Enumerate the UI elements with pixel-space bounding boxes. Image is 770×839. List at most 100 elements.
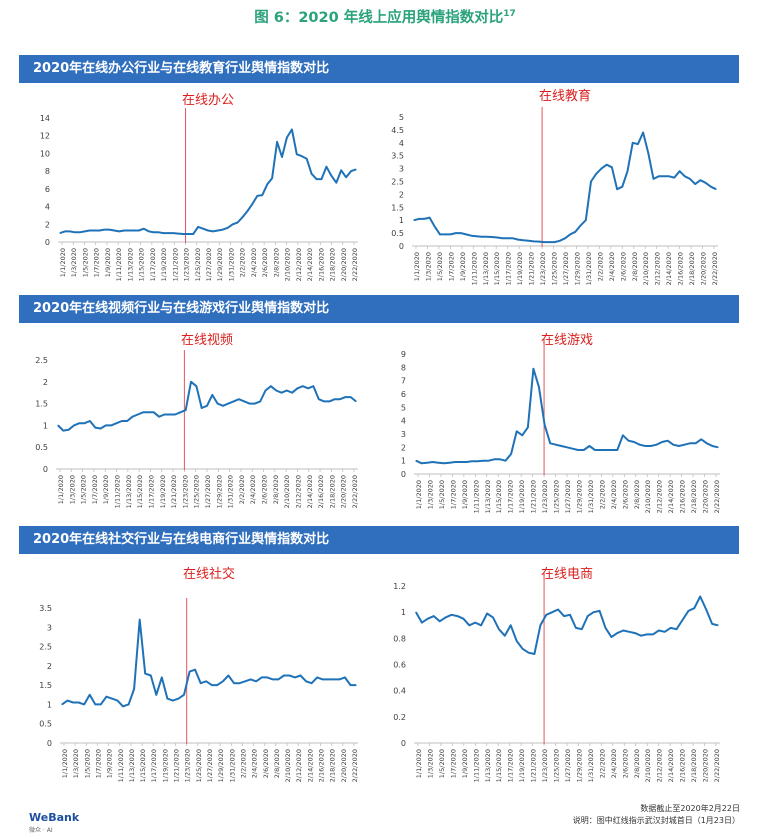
x-tick-label: 1/9/2020 — [106, 749, 114, 778]
y-tick-label: 2.5 — [391, 178, 404, 187]
data-point — [103, 229, 105, 231]
x-tick-label: 1/15/2020 — [136, 475, 144, 508]
data-point — [174, 413, 176, 416]
data-point — [450, 614, 453, 616]
x-tick-label: 1/29/2020 — [575, 480, 583, 513]
data-point — [68, 429, 70, 431]
x-tick-label: 2/6/2020 — [619, 252, 627, 281]
data-point — [501, 237, 504, 239]
x-tick-label: 1/21/2020 — [528, 252, 536, 285]
data-point — [675, 628, 678, 630]
y-tick-label: 3 — [47, 623, 52, 632]
data-point — [69, 230, 71, 232]
x-tick-label: 1/11/2020 — [114, 475, 122, 508]
data-point — [315, 178, 318, 180]
data-point — [189, 671, 191, 673]
data-point — [202, 228, 204, 230]
x-tick-label: 1/17/2020 — [149, 248, 157, 281]
data-point — [482, 460, 484, 462]
data-point — [699, 179, 701, 181]
data-point — [432, 461, 434, 463]
y-tick-label: 0.8 — [393, 634, 406, 643]
data-point — [516, 640, 518, 642]
data-point — [533, 240, 535, 242]
y-tick-label: 4 — [401, 417, 406, 426]
data-point — [217, 403, 219, 405]
x-tick-label: 2/4/2020 — [250, 248, 258, 277]
data-point — [684, 175, 686, 177]
data-point — [216, 684, 218, 686]
data-point — [673, 177, 675, 179]
data-point — [195, 385, 197, 387]
x-tick-label: 1/27/2020 — [206, 749, 214, 782]
data-point — [465, 461, 467, 463]
data-point — [306, 158, 308, 160]
data-point — [507, 237, 509, 239]
data-point — [194, 669, 196, 671]
y-tick-label: 3 — [399, 165, 404, 174]
data-point — [588, 445, 590, 447]
data-point — [59, 232, 61, 234]
x-tick-label: 2/18/2020 — [688, 252, 696, 285]
data-point — [611, 449, 613, 451]
x-tick-label: 1/15/2020 — [495, 749, 503, 782]
data-point — [98, 229, 101, 232]
data-point — [522, 239, 524, 241]
x-tick-label: 1/25/2020 — [193, 475, 201, 508]
data-point — [587, 615, 589, 617]
data-point — [488, 460, 490, 462]
chart-online-education: 在线教育 0 0.5 1 1.5 2 2.5 3 3.5 4 4.5 5 1/1/2020 1/3/202… — [391, 88, 719, 285]
data-point — [138, 229, 140, 232]
data-point — [616, 632, 618, 634]
data-point — [150, 674, 152, 677]
x-tick-label: 2/8/2020 — [272, 475, 280, 504]
data-point — [705, 182, 707, 184]
chart-title: 在线电商 — [541, 567, 593, 582]
data-point — [429, 217, 431, 219]
data-point — [259, 400, 261, 402]
x-tick-label: 2/22/2020 — [351, 248, 359, 281]
data-point — [610, 636, 612, 638]
data-point — [311, 682, 313, 684]
data-point — [590, 180, 592, 183]
x-tick-label: 1/7/2020 — [93, 248, 101, 277]
data-point — [244, 680, 246, 682]
x-tick-label: 1/25/2020 — [195, 749, 203, 782]
data-point — [557, 608, 559, 611]
y-tick-label: 2 — [45, 220, 50, 229]
y-tick-label: 2.5 — [35, 356, 48, 365]
data-point — [296, 387, 299, 389]
section-band-1: 2020年在线办公行业与在线教育行业舆情指数对比 — [19, 55, 739, 83]
x-tick-label: 1/7/2020 — [449, 480, 457, 509]
data-point — [222, 229, 224, 231]
x-tick-label: 1/21/2020 — [173, 749, 181, 782]
x-tick-label: 2/14/2020 — [665, 252, 673, 285]
chart-online-ecommerce: 在线电商 0 0.2 0.4 0.6 0.8 1 1.2 1/1/2020 1/3/2020 1/5… — [393, 567, 721, 782]
x-tick-label: 1/9/2020 — [461, 749, 469, 778]
y-tick-label: 0.6 — [393, 661, 406, 670]
x-tick-label: 1/7/2020 — [447, 252, 455, 281]
data-point — [139, 619, 141, 621]
data-point — [527, 426, 529, 428]
data-point — [621, 186, 623, 188]
x-tick-label: 1/11/2020 — [117, 749, 125, 782]
y-tick-label: 12 — [40, 132, 50, 141]
data-point — [89, 229, 91, 232]
data-point — [94, 427, 96, 429]
data-point — [564, 237, 566, 239]
data-point — [512, 237, 514, 239]
data-point — [652, 633, 654, 635]
data-point — [177, 233, 179, 235]
data-point — [339, 398, 341, 400]
marker-explanation-note: 说明：图中红线指示武汉封城首日（1月23日） — [572, 816, 740, 825]
x-tick-label: 2/4/2020 — [610, 480, 618, 509]
x-tick-label: 1/23/2020 — [541, 480, 549, 513]
x-tick-label: 2/20/2020 — [700, 252, 708, 285]
data-point — [89, 694, 91, 696]
data-point — [672, 444, 674, 446]
data-point — [717, 624, 719, 626]
series-line — [415, 367, 719, 465]
data-point — [142, 411, 144, 413]
data-point — [474, 622, 476, 624]
